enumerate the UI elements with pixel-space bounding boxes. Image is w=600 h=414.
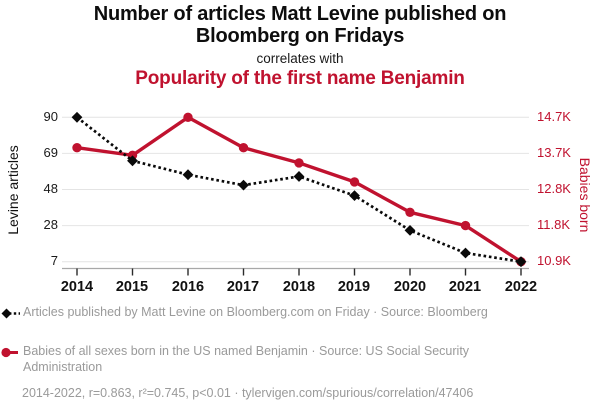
x-axis-tick: 2020 [393,279,427,295]
dotted-diamond-legend-icon [1,308,20,319]
right-axis-tick: 10.9K [537,253,571,268]
legend-label-babies: Babies of all sexes born in the US named… [23,344,470,374]
x-axis-tick: 2022 [504,279,538,295]
legend-item-babies: Babies of all sexes born in the US named… [1,344,505,375]
x-axis-tick: 2014 [60,279,94,295]
line-chart-plot [62,111,529,276]
chart-subtitle: Popularity of the first name Benjamin [135,68,465,89]
right-axis-tick: 11.8K [537,217,571,232]
left-axis-tick: 90 [43,109,58,124]
right-axis-tick: 14.7K [537,109,571,124]
solid-circle-legend-icon [1,347,18,358]
chart-title: Number of articles Matt Levine published… [93,3,507,47]
x-axis-tick: 2018 [282,279,316,295]
right-axis-tick: 12.8K [537,181,571,196]
x-axis-tick: 2017 [226,279,260,295]
right-axis-tick: 13.7K [537,145,571,160]
legend-label-articles: Articles published by Matt Levine on Blo… [23,305,488,319]
x-axis-tick: 2015 [115,279,149,295]
correlates-with-text: correlates with [256,51,344,66]
stats-footer: 2014-2022, r=0.863, r²=0.745, p<0.01 · t… [22,386,474,400]
left-axis-tick: 7 [50,253,58,268]
x-axis-tick: 2021 [448,279,482,295]
left-axis-tick: 69 [43,145,58,160]
x-axis-tick: 2019 [337,279,371,295]
x-axis-tick: 2016 [171,279,205,295]
left-axis-tick: 48 [43,181,58,196]
legend-item-articles: Articles published by Matt Levine on Blo… [1,305,505,321]
left-axis-tick: 28 [43,217,58,232]
